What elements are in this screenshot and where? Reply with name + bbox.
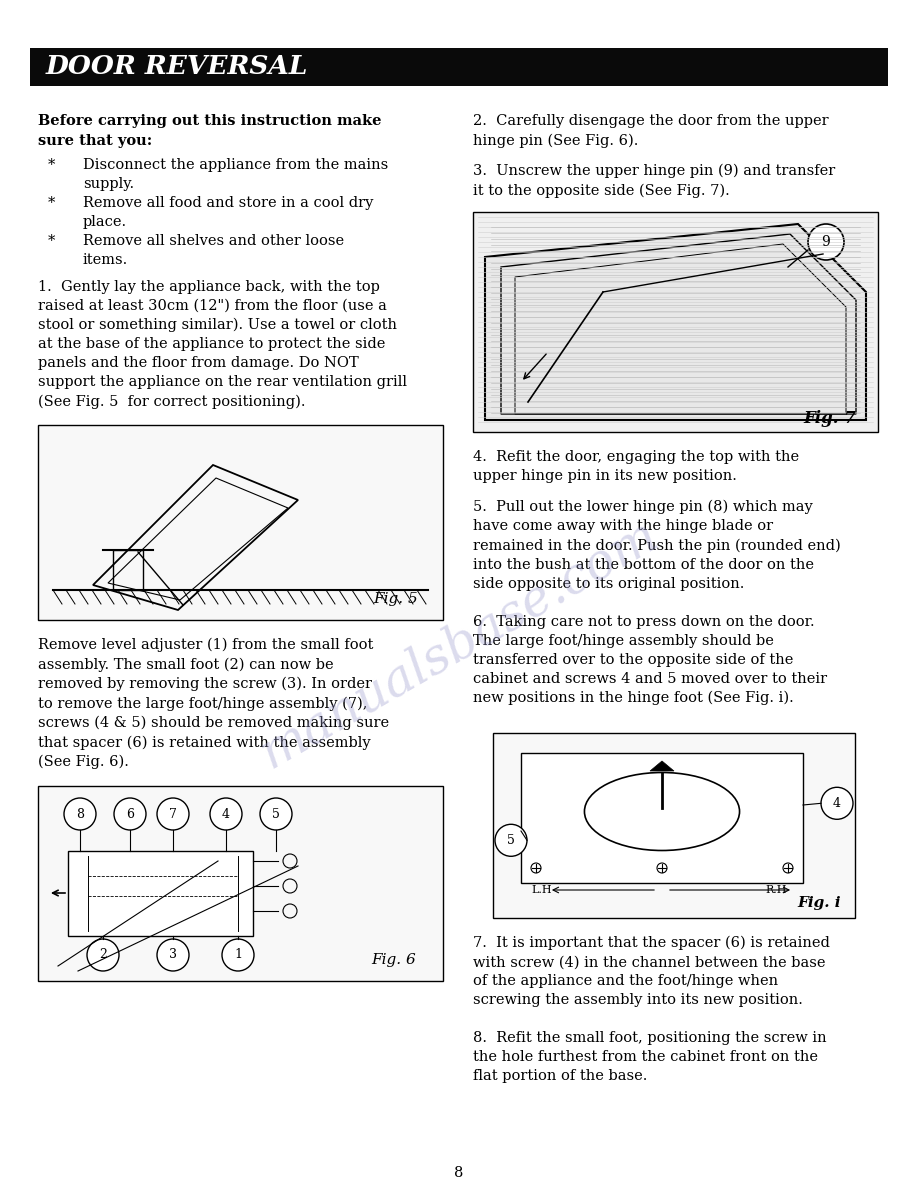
Bar bbox=[38, 786, 443, 981]
Text: 5.  Pull out the lower hinge pin (8) which may
have come away with the hinge bla: 5. Pull out the lower hinge pin (8) whic… bbox=[473, 500, 841, 590]
Text: 9: 9 bbox=[822, 235, 831, 249]
Text: 1: 1 bbox=[234, 948, 242, 961]
Circle shape bbox=[114, 798, 146, 830]
Polygon shape bbox=[650, 762, 674, 771]
Circle shape bbox=[157, 939, 189, 971]
Text: 3.  Unscrew the upper hinge pin (9) and transfer
it to the opposite side (See Fi: 3. Unscrew the upper hinge pin (9) and t… bbox=[473, 164, 835, 198]
Text: DOOR REVERSAL: DOOR REVERSAL bbox=[46, 55, 308, 80]
Text: *: * bbox=[48, 234, 55, 248]
Text: R.H: R.H bbox=[765, 885, 787, 895]
Bar bbox=[30, 48, 888, 86]
Text: 3: 3 bbox=[169, 948, 177, 961]
Bar bbox=[38, 425, 443, 620]
Circle shape bbox=[157, 798, 189, 830]
Text: 6.  Taking care not to press down on the door.
The large foot/hinge assembly sho: 6. Taking care not to press down on the … bbox=[473, 615, 827, 706]
Text: 1.  Gently lay the appliance back, with the top
raised at least 30cm (12") from : 1. Gently lay the appliance back, with t… bbox=[38, 280, 407, 409]
Circle shape bbox=[260, 798, 292, 830]
Circle shape bbox=[87, 939, 119, 971]
Text: Fig. 7: Fig. 7 bbox=[803, 410, 856, 426]
Text: 6: 6 bbox=[126, 808, 134, 821]
Text: 2.  Carefully disengage the door from the upper
hinge pin (See Fig. 6).: 2. Carefully disengage the door from the… bbox=[473, 114, 829, 147]
Text: 8.  Refit the small foot, positioning the screw in
the hole furthest from the ca: 8. Refit the small foot, positioning the… bbox=[473, 1031, 826, 1083]
Text: 4.  Refit the door, engaging the top with the
upper hinge pin in its new positio: 4. Refit the door, engaging the top with… bbox=[473, 450, 800, 484]
Circle shape bbox=[222, 939, 254, 971]
Circle shape bbox=[210, 798, 242, 830]
Text: 7: 7 bbox=[169, 808, 177, 821]
Text: Fig. 5: Fig. 5 bbox=[373, 592, 418, 606]
Bar bbox=[493, 733, 855, 918]
Text: 8: 8 bbox=[454, 1165, 464, 1180]
Circle shape bbox=[821, 788, 853, 820]
Text: Disconnect the appliance from the mains
supply.: Disconnect the appliance from the mains … bbox=[83, 158, 388, 191]
Text: 2: 2 bbox=[99, 948, 106, 961]
Text: *: * bbox=[48, 196, 55, 210]
Text: 5: 5 bbox=[507, 834, 515, 847]
Text: *: * bbox=[48, 158, 55, 172]
Text: Before carrying out this instruction make
sure that you:: Before carrying out this instruction mak… bbox=[38, 114, 382, 147]
Text: 5: 5 bbox=[272, 808, 280, 821]
Text: Remove all shelves and other loose
items.: Remove all shelves and other loose items… bbox=[83, 234, 344, 267]
Text: 7.  It is important that the spacer (6) is retained
with screw (4) in the channe: 7. It is important that the spacer (6) i… bbox=[473, 936, 830, 1007]
Text: L.H: L.H bbox=[531, 885, 552, 895]
Polygon shape bbox=[485, 225, 866, 421]
Text: 4: 4 bbox=[833, 797, 841, 810]
Text: Remove level adjuster (1) from the small foot
assembly. The small foot (2) can n: Remove level adjuster (1) from the small… bbox=[38, 638, 389, 770]
Bar bbox=[68, 851, 253, 936]
Text: Fig. i: Fig. i bbox=[797, 896, 841, 910]
Text: Fig. 6: Fig. 6 bbox=[371, 953, 416, 967]
Text: manualsbase.com: manualsbase.com bbox=[252, 510, 666, 778]
Bar bbox=[473, 211, 878, 432]
Bar bbox=[521, 753, 803, 883]
Circle shape bbox=[495, 824, 527, 857]
Circle shape bbox=[64, 798, 96, 830]
Text: 4: 4 bbox=[222, 808, 230, 821]
Text: Remove all food and store in a cool dry
place.: Remove all food and store in a cool dry … bbox=[83, 196, 374, 229]
Text: 8: 8 bbox=[76, 808, 84, 821]
Circle shape bbox=[808, 225, 844, 260]
